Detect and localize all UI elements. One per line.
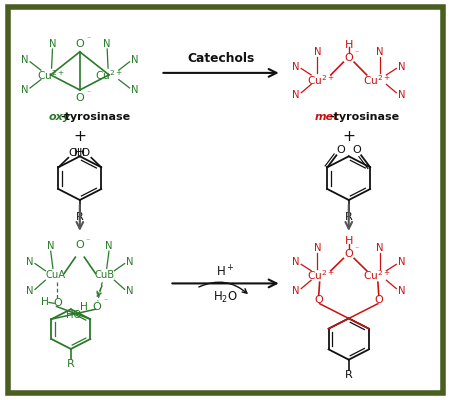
Text: N: N xyxy=(377,47,384,57)
Text: H: H xyxy=(80,302,88,312)
Text: O: O xyxy=(374,296,383,306)
Text: O: O xyxy=(92,302,101,312)
Text: R: R xyxy=(67,359,75,369)
Text: O: O xyxy=(345,53,353,63)
Text: met: met xyxy=(314,112,339,122)
Text: Cu$^{2+}$: Cu$^{2+}$ xyxy=(95,68,123,82)
Text: O: O xyxy=(75,39,84,49)
Text: N: N xyxy=(103,39,110,49)
Text: N: N xyxy=(131,55,139,65)
FancyArrowPatch shape xyxy=(199,282,247,293)
Text: O: O xyxy=(336,145,345,155)
Text: N: N xyxy=(131,85,139,95)
Text: N: N xyxy=(105,242,113,252)
Text: ⁻: ⁻ xyxy=(86,236,90,246)
Text: R: R xyxy=(345,212,353,222)
Text: O: O xyxy=(345,250,353,260)
Text: HO: HO xyxy=(74,148,91,158)
Text: HO: HO xyxy=(65,310,81,320)
Text: N: N xyxy=(26,286,33,296)
Text: N: N xyxy=(398,286,405,296)
Text: ⁻: ⁻ xyxy=(354,245,359,254)
Text: H$_2$O: H$_2$O xyxy=(213,290,238,305)
Text: ⁻: ⁻ xyxy=(86,34,91,43)
Text: N: N xyxy=(313,244,321,254)
Text: N: N xyxy=(398,257,405,267)
Text: N: N xyxy=(47,242,55,252)
Text: N: N xyxy=(26,256,33,266)
Text: O: O xyxy=(352,145,361,155)
Text: Cu$^{2+}$: Cu$^{2+}$ xyxy=(363,268,390,282)
Text: H: H xyxy=(41,298,49,308)
Text: oxy: oxy xyxy=(49,112,71,122)
Text: Cu$^{2+}$: Cu$^{2+}$ xyxy=(37,68,64,82)
Text: Catechols: Catechols xyxy=(188,52,255,65)
Text: N: N xyxy=(126,256,134,266)
Text: OH: OH xyxy=(69,148,86,158)
Text: R: R xyxy=(76,212,84,222)
Text: O: O xyxy=(53,298,62,308)
Text: H: H xyxy=(345,40,353,50)
Text: N: N xyxy=(398,62,405,72)
Text: +: + xyxy=(342,129,355,144)
Text: N: N xyxy=(292,286,299,296)
Text: N: N xyxy=(21,85,28,95)
Text: N: N xyxy=(126,286,134,296)
Text: N: N xyxy=(21,55,28,65)
Text: -tyrosinase: -tyrosinase xyxy=(329,112,400,122)
Text: N: N xyxy=(313,47,321,57)
Text: ⁻: ⁻ xyxy=(86,89,91,98)
Text: H: H xyxy=(345,236,353,246)
Text: N: N xyxy=(292,62,299,72)
Text: R: R xyxy=(345,370,353,380)
Text: CuA: CuA xyxy=(45,270,65,280)
Text: N: N xyxy=(292,90,299,100)
Text: N: N xyxy=(377,244,384,254)
Text: Cu$^{2+}$: Cu$^{2+}$ xyxy=(363,73,390,86)
Text: Cu$^{2+}$: Cu$^{2+}$ xyxy=(307,73,335,86)
Text: H$^+$: H$^+$ xyxy=(216,264,235,279)
Text: +: + xyxy=(74,129,86,144)
Text: ⁻: ⁻ xyxy=(104,297,108,306)
Text: -tyrosinase: -tyrosinase xyxy=(60,112,131,122)
Text: O: O xyxy=(314,296,323,306)
Text: N: N xyxy=(292,257,299,267)
Text: O: O xyxy=(75,93,84,103)
Text: ⁻: ⁻ xyxy=(354,48,359,58)
Text: N: N xyxy=(398,90,405,100)
Text: CuB: CuB xyxy=(94,270,115,280)
Text: O: O xyxy=(75,240,84,250)
Text: N: N xyxy=(49,39,57,49)
Text: Cu$^{2+}$: Cu$^{2+}$ xyxy=(307,268,335,282)
